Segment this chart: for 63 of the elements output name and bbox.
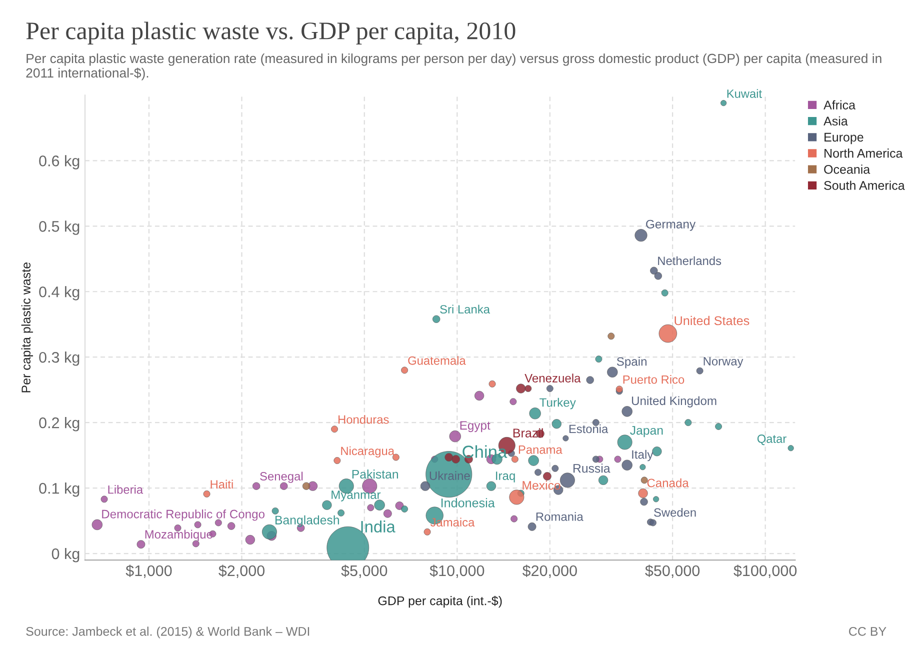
annotation: Turkey bbox=[540, 398, 576, 410]
source-note: Source: Jambeck et al. (2015) & World Bank – WDI bbox=[26, 626, 310, 638]
annotation: Guatemala bbox=[408, 356, 466, 365]
annotation: Nicaragua bbox=[341, 446, 394, 458]
legend-label: Asia bbox=[824, 116, 848, 126]
annotation: Democratic Republic of Congo bbox=[102, 509, 264, 521]
annotation: Indonesia bbox=[441, 498, 495, 508]
annotation: Italy bbox=[632, 450, 654, 462]
annotation: Venezuela bbox=[524, 374, 581, 382]
annotation: Japan bbox=[630, 426, 663, 438]
x-tick-label: $2,000 bbox=[218, 564, 265, 578]
y-tick-label: 0.5 kg bbox=[39, 220, 80, 235]
legend-label: Europe bbox=[824, 132, 864, 144]
annotation: Ukraine bbox=[430, 471, 470, 480]
x-tick-label: $1,000 bbox=[126, 564, 172, 578]
y-tick-label: 0.6 kg bbox=[39, 155, 80, 170]
x-tick-label: $5,000 bbox=[341, 564, 388, 578]
annotation: Sri Lanka bbox=[440, 304, 490, 314]
x-axis-title: GDP per capita (int.-$) bbox=[378, 596, 502, 608]
annotation: Russia bbox=[573, 464, 610, 473]
annotation: Pakistan bbox=[352, 470, 398, 479]
annotation: Sweden bbox=[654, 508, 696, 517]
annotation: Liberia bbox=[108, 485, 144, 494]
annotation: India bbox=[361, 520, 396, 532]
annotation: Panama bbox=[518, 446, 562, 454]
y-tick-label: 0.3 kg bbox=[39, 352, 80, 366]
x-tick-label: $100,000 bbox=[734, 564, 797, 578]
y-tick-label: 0 kg bbox=[52, 548, 80, 562]
annotation: Puerto Rico bbox=[623, 375, 684, 384]
annotation: Netherlands bbox=[658, 256, 722, 266]
annotation: Canada bbox=[647, 478, 689, 488]
x-tick-label: $10,000 bbox=[430, 564, 484, 578]
annotation: Norway bbox=[704, 357, 744, 368]
annotation: Haiti bbox=[210, 480, 233, 489]
annotation: Romania bbox=[536, 512, 584, 521]
chart-subtitle: Per capita plastic waste generation rate (measured in kilograms per person per day) versus gross domestic product (GDP) per capita (measured in 2011 international-$). bbox=[26, 53, 882, 80]
annotation: Iraq bbox=[496, 472, 515, 482]
text: CC BY bbox=[849, 626, 886, 636]
annotation: Estonia bbox=[569, 424, 608, 434]
annotation: Kuwait bbox=[727, 89, 762, 98]
annotation: Qatar bbox=[757, 434, 786, 446]
annotation: Mexico bbox=[522, 480, 560, 490]
annotation: United Kingdom bbox=[632, 396, 716, 408]
x-tick-label: $50,000 bbox=[645, 564, 700, 578]
annotation: Egypt bbox=[460, 421, 490, 432]
y-axis-title: Per capita plastic waste bbox=[21, 262, 33, 392]
annotation: Senegal bbox=[260, 472, 303, 483]
chart-title: Per capita plastic waste vs. GDP per capita, 2010 bbox=[26, 22, 516, 44]
annotation: United States bbox=[674, 316, 750, 326]
annotation: Spain bbox=[616, 356, 646, 368]
legend-label: Oceania bbox=[824, 164, 870, 174]
annotation: Mozambique bbox=[145, 530, 212, 541]
y-tick-label: 0.4 kg bbox=[39, 286, 80, 300]
legend-label: North America bbox=[824, 148, 903, 158]
annotation: Bangladesh bbox=[276, 515, 339, 527]
legend-label: South America bbox=[824, 180, 905, 190]
legend-label: Africa bbox=[824, 100, 856, 110]
annotation: Germany bbox=[646, 220, 696, 231]
y-tick-label: 0.1 kg bbox=[39, 482, 80, 497]
y-tick-label: 0.2 kg bbox=[39, 417, 80, 432]
x-tick-label: $20,000 bbox=[522, 564, 577, 578]
annotation: Myanmar bbox=[332, 490, 381, 502]
annotation: Honduras bbox=[338, 414, 389, 424]
